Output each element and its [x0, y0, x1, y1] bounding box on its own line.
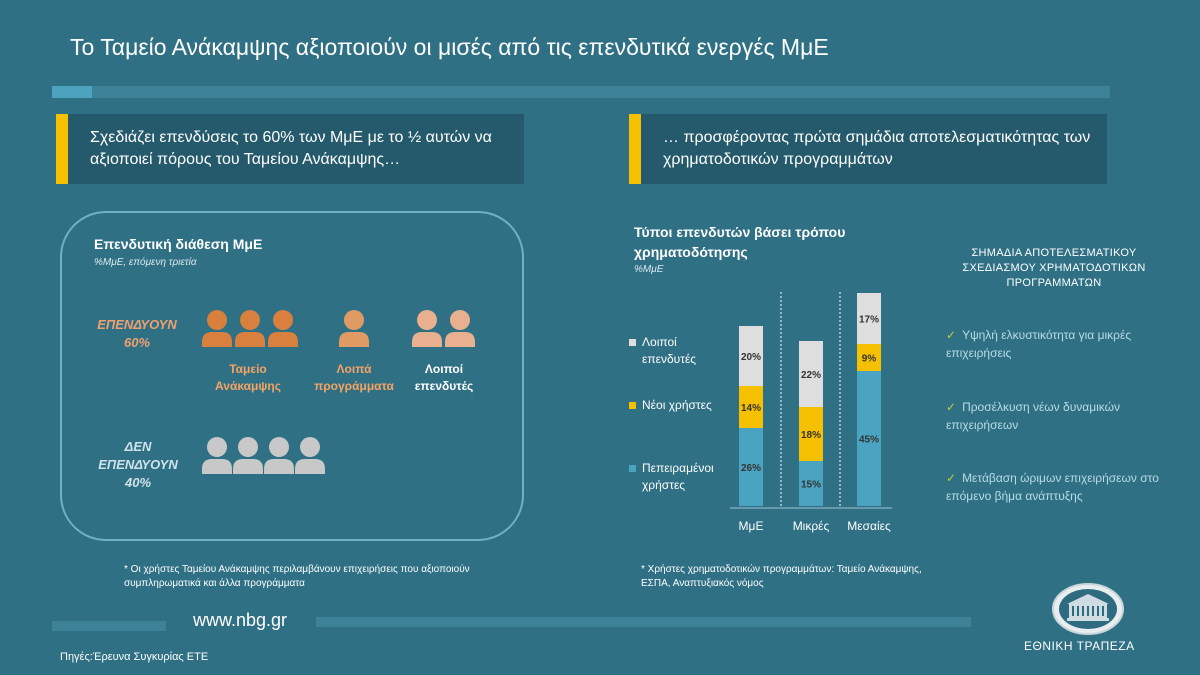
bank-logo-icon [1052, 583, 1124, 635]
check-icon: ✓ [946, 328, 957, 342]
indicator-text: Προσέλκυση νέων δυναμικών επιχειρήσεων [946, 400, 1120, 432]
chart-title: Τύποι επενδυτών βάσει τρόπου χρηματοδότη… [634, 224, 846, 260]
legend-swatch-other-investors [629, 339, 636, 346]
data-label: 15% [801, 480, 821, 491]
data-label: 45% [859, 435, 879, 446]
no-invest-label: ΔΕΝ ΕΠΕΝΔΥΟΥΝ 40% [88, 438, 188, 492]
invest-label-text: ΕΠΕΝΔΥΟΥΝ [97, 317, 177, 332]
no-invest-label-value: 40% [124, 475, 152, 490]
investment-panel-title: Επενδυτική διάθεση ΜμΕ [94, 236, 263, 252]
indicator-item: ✓ Μετάβαση ώριμων επιχειρήσεων στο επόμεν… [946, 469, 1166, 505]
footer-bar-right [316, 617, 971, 627]
person-icon [235, 310, 265, 347]
person-icon [202, 437, 232, 474]
bar-segment [799, 407, 823, 461]
legend-label-new-users: Νέοι χρήστες [642, 398, 712, 412]
left-header-accent [56, 114, 68, 184]
person-icon [295, 437, 325, 474]
legend-swatch-experienced-users [629, 465, 636, 472]
right-header-box: … προσφέροντας πρώτα σημάδια αποτελεσματ… [629, 114, 1107, 184]
bar-segment [739, 428, 763, 506]
investment-panel-unit: %ΜμΕ, επόμενη τριετία [94, 257, 197, 268]
invest-label-value: 60% [123, 335, 151, 350]
page-title: Το Ταμείο Ανάκαμψης αξιοποιούν οι μισές … [70, 34, 829, 60]
person-icon [233, 437, 263, 474]
website-link[interactable]: www.nbg.gr [193, 610, 288, 630]
legend-swatch-new-users [629, 402, 636, 409]
indicator-item: ✓ Προσέλκυση νέων δυναμικών επιχειρήσεων [946, 398, 1166, 434]
category-label: Μεσαίες [847, 519, 891, 533]
person-icon [445, 310, 475, 347]
data-label: 14% [741, 403, 761, 414]
title-divider-accent [52, 86, 92, 98]
chart-unit: %ΜμΕ [634, 264, 664, 275]
indicators-title: ΣΗΜΑΔΙΑ ΑΠΟΤΕΛΕΣΜΑΤΙΚΟΥ ΣΧΕΔΙΑΣΜΟΥ ΧΡΗΜΑ… [962, 247, 1146, 289]
left-footnote: * Οι χρήστες Ταμείου Ανάκαμψης περιλαμβά… [124, 564, 470, 589]
investment-panel [60, 211, 524, 541]
legend-label-experienced-users: Πεπειραμένοι χρήστες [642, 461, 714, 492]
data-label: 17% [859, 315, 879, 326]
footer-bar-left [52, 621, 166, 631]
group-label-other-investors: Λοιποί επενδυτές [414, 362, 474, 393]
source-note: Πηγές:Έρευνα Συγκυρίας ΕΤΕ [60, 651, 209, 663]
no-invest-label-text: ΔΕΝ ΕΠΕΝΔΥΟΥΝ [98, 439, 178, 472]
group-label-other-programs: Λοιπά προγράμματα [314, 362, 394, 393]
indicator-text: Υψηλή ελκυστικότητα για μικρές επιχειρήσ… [946, 328, 1132, 360]
data-label: 20% [741, 352, 761, 363]
person-icon [202, 310, 232, 347]
bar-segment [739, 386, 763, 428]
bar-segment [799, 461, 823, 506]
indicator-text: Μετάβαση ώριμων επιχειρήσεων στο επόμενο… [946, 471, 1159, 503]
invest-label: ΕΠΕΝΔΥΟΥΝ 60% [82, 316, 192, 352]
check-icon: ✓ [946, 471, 957, 485]
data-label: 9% [862, 354, 877, 365]
person-icon [412, 310, 442, 347]
bar-segment [857, 293, 881, 344]
left-header-text: Σχεδιάζει επενδύσεις το 60% των ΜμΕ με τ… [90, 129, 492, 168]
right-header-accent [629, 114, 641, 184]
data-label: 26% [741, 463, 761, 474]
bar-segment [857, 371, 881, 506]
data-label: 18% [801, 430, 821, 441]
person-icon [264, 437, 294, 474]
group-label-recovery-fund: Ταμείο Ανάκαμψης [215, 362, 281, 393]
bar-segment [739, 326, 763, 386]
title-divider [52, 86, 1110, 98]
bar-segment [799, 341, 823, 407]
legend-label-other-investors: Λοιποί επενδυτές [642, 335, 697, 366]
check-icon: ✓ [946, 400, 957, 414]
data-label: 22% [801, 370, 821, 381]
bar-segment [857, 344, 881, 371]
chart-footnote: * Χρήστες χρηματοδοτικών προγραμμάτων: Τ… [641, 564, 922, 589]
left-header-box: Σχεδιάζει επενδύσεις το 60% των ΜμΕ με τ… [56, 114, 524, 184]
bank-name: ΕΘΝΙΚΗ ΤΡΑΠΕΖΑ [1024, 639, 1135, 653]
right-header-text: … προσφέροντας πρώτα σημάδια αποτελεσματ… [663, 129, 1091, 168]
category-label: ΜμΕ [739, 519, 764, 533]
category-label: Μικρές [793, 519, 830, 533]
indicator-item: ✓ Υψηλή ελκυστικότητα για μικρές επιχειρή… [946, 326, 1166, 362]
person-icon [268, 310, 298, 347]
person-icon [339, 310, 369, 347]
